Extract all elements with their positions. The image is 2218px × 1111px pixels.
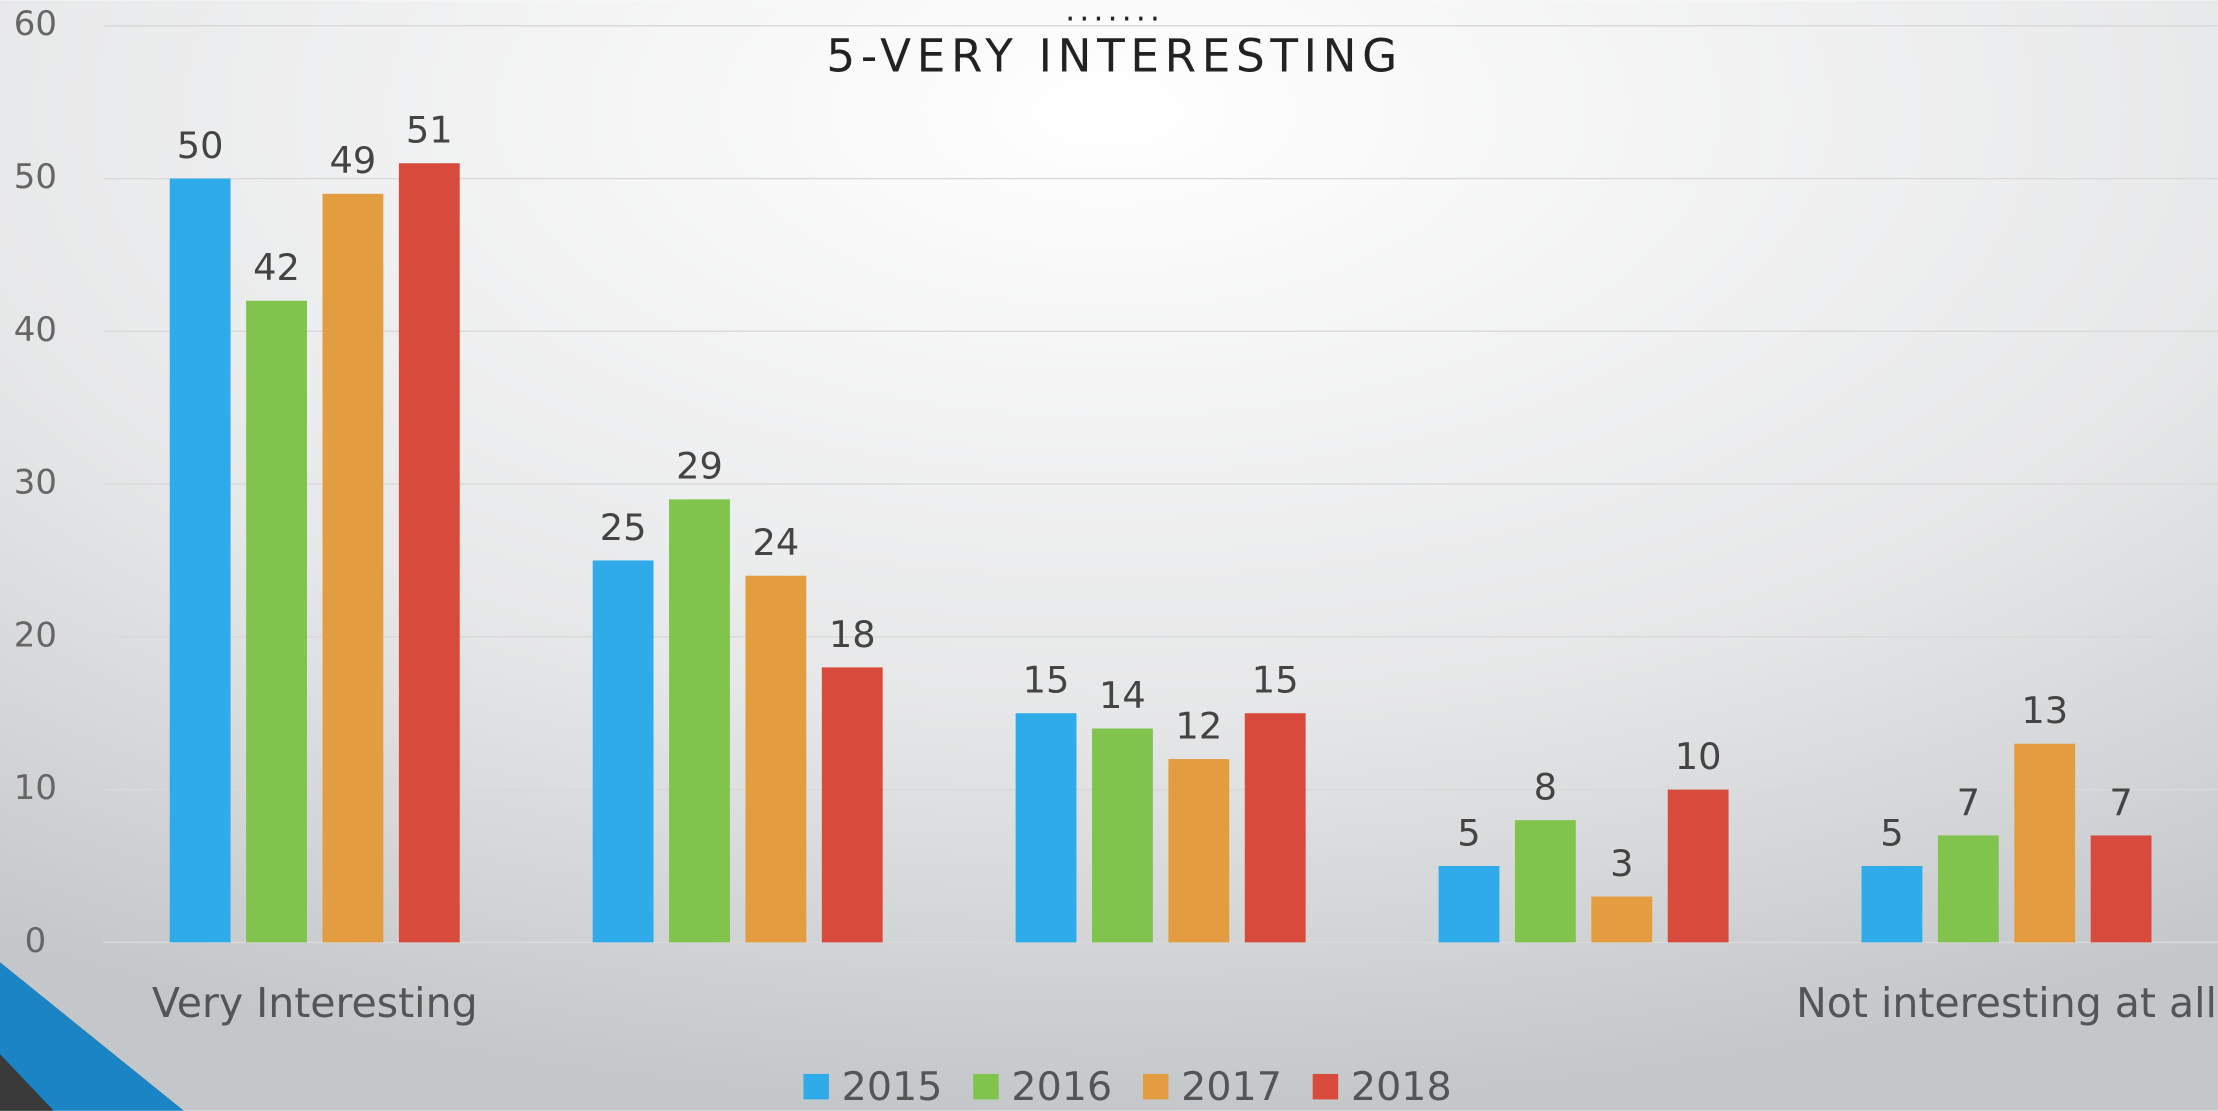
- data-label: 50: [177, 124, 224, 167]
- chart-subtitle: .......: [1065, 0, 1164, 29]
- bar: [821, 667, 883, 943]
- legend-label: 2015: [842, 1064, 943, 1110]
- data-label: 7: [2109, 781, 2132, 824]
- bar: [1168, 759, 1230, 943]
- legend-label: 2018: [1351, 1064, 1452, 1110]
- x-tick-label: Not interesting at all: [1796, 979, 2217, 1027]
- bar: [669, 499, 730, 943]
- bar: [398, 163, 460, 943]
- bar: [2014, 743, 2076, 943]
- legend-swatch: [1142, 1073, 1169, 1100]
- data-label: 49: [330, 139, 377, 182]
- y-tick-label: 50: [14, 157, 57, 197]
- data-label: 42: [253, 246, 300, 289]
- bar: [2090, 835, 2152, 943]
- bar: [1015, 713, 1077, 943]
- data-label: 51: [406, 109, 453, 152]
- bar: [322, 193, 384, 943]
- data-label: 5: [1880, 811, 1903, 854]
- data-label: 13: [2021, 689, 2068, 732]
- data-label: 24: [752, 521, 799, 564]
- data-label: 18: [829, 613, 876, 656]
- data-label: 7: [1957, 781, 1980, 824]
- bar: [1244, 713, 1306, 943]
- bar: [169, 178, 231, 943]
- y-tick-label: 10: [14, 768, 57, 808]
- y-tick-label: 0: [25, 921, 47, 961]
- data-label: 25: [600, 506, 647, 549]
- bar: [1667, 789, 1729, 943]
- bar: [1438, 865, 1500, 943]
- bar: [1092, 728, 1153, 943]
- data-label: 8: [1534, 766, 1557, 809]
- x-tick-label: Very Interesting: [152, 979, 478, 1027]
- bar: [1514, 820, 1576, 943]
- y-tick-label: 30: [14, 463, 57, 503]
- data-label: 10: [1675, 735, 1722, 778]
- corner-decoration: [0, 962, 184, 1111]
- legend-swatch: [973, 1073, 999, 1100]
- bar: [1591, 896, 1653, 943]
- data-label: 14: [1099, 674, 1146, 717]
- legend-label: 2017: [1181, 1064, 1282, 1110]
- bar: [745, 575, 807, 943]
- legend-swatch: [1312, 1073, 1339, 1100]
- data-label: 12: [1175, 704, 1222, 747]
- data-label: 3: [1610, 842, 1633, 885]
- bar: [1861, 865, 1923, 943]
- data-label: 29: [676, 445, 723, 488]
- data-label: 5: [1457, 811, 1480, 854]
- bar: [1937, 835, 1999, 943]
- y-tick-label: 20: [14, 615, 57, 655]
- legend-label: 2016: [1011, 1064, 1112, 1110]
- bar: [592, 560, 654, 943]
- legend-swatch: [803, 1073, 829, 1100]
- bar: [246, 300, 307, 943]
- y-tick-label: 40: [14, 310, 57, 350]
- data-label: 15: [1023, 659, 1070, 702]
- data-label: 15: [1252, 659, 1299, 702]
- chart-title: 5-VERY INTERESTING: [826, 30, 1403, 83]
- y-tick-label: 60: [14, 4, 57, 44]
